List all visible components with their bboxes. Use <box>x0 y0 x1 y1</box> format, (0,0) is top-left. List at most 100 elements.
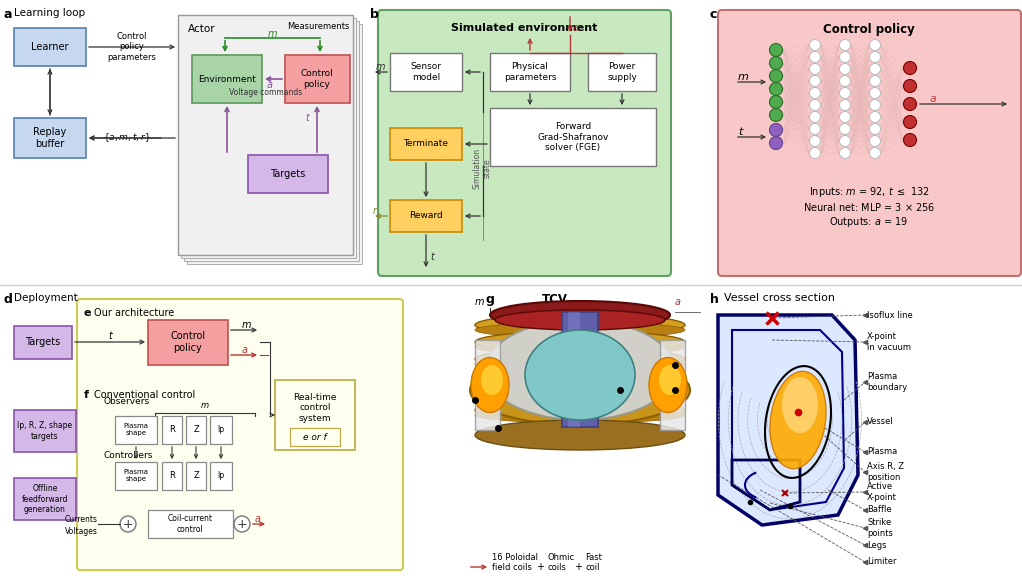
Bar <box>186 416 206 444</box>
Bar <box>115 462 157 490</box>
Ellipse shape <box>490 301 670 329</box>
Text: Active
X-point: Active X-point <box>867 482 897 502</box>
Polygon shape <box>770 372 826 469</box>
Ellipse shape <box>475 390 685 406</box>
Text: Plasma
boundary: Plasma boundary <box>867 372 908 392</box>
Text: e: e <box>84 308 92 318</box>
Circle shape <box>839 112 850 123</box>
Text: Z: Z <box>193 472 199 480</box>
Text: d: d <box>4 293 13 306</box>
Text: Plasma: Plasma <box>867 448 897 457</box>
Text: m: m <box>267 29 277 39</box>
Bar <box>285 55 350 103</box>
Text: +: + <box>536 562 544 572</box>
Polygon shape <box>732 330 844 510</box>
Text: Plasma
shape: Plasma shape <box>124 423 148 437</box>
Text: Limiter: Limiter <box>867 558 896 567</box>
Circle shape <box>770 70 783 82</box>
Ellipse shape <box>481 365 503 395</box>
Circle shape <box>870 123 881 135</box>
Text: Voltages: Voltages <box>65 526 98 536</box>
Ellipse shape <box>475 331 685 353</box>
Text: Control
policy: Control policy <box>300 69 333 89</box>
Polygon shape <box>660 340 685 430</box>
Text: Replay
buffer: Replay buffer <box>34 127 66 149</box>
Text: E: E <box>497 438 503 447</box>
Ellipse shape <box>475 420 685 450</box>
Text: R: R <box>169 472 175 480</box>
Bar <box>148 320 228 365</box>
Text: R: R <box>169 426 175 434</box>
Text: Learning loop: Learning loop <box>14 8 85 18</box>
Text: Offline
feedforward
generation: Offline feedforward generation <box>21 484 68 514</box>
Text: Control
policy: Control policy <box>171 331 205 353</box>
Text: Legs: Legs <box>867 540 886 550</box>
Bar <box>275 380 355 450</box>
Ellipse shape <box>495 310 665 330</box>
Bar <box>187 24 362 264</box>
Text: TCV: TCV <box>542 293 568 306</box>
Bar <box>181 18 356 258</box>
Bar <box>248 155 328 193</box>
Bar <box>14 28 86 66</box>
Text: Ip: Ip <box>218 426 225 434</box>
Text: Environment: Environment <box>198 74 256 84</box>
Text: Inputs: $m$ = 92, $t$ $\leq$ 132: Inputs: $m$ = 92, $t$ $\leq$ 132 <box>808 185 929 199</box>
Text: G: G <box>672 431 679 440</box>
Circle shape <box>870 63 881 74</box>
Bar <box>210 462 232 490</box>
Text: Controllers: Controllers <box>104 451 153 460</box>
Bar <box>390 128 462 160</box>
Ellipse shape <box>475 382 685 404</box>
Text: F: F <box>477 433 482 442</box>
Bar <box>162 416 182 444</box>
Text: Physical
parameters: Physical parameters <box>504 62 556 82</box>
Ellipse shape <box>475 339 685 355</box>
Ellipse shape <box>475 399 685 421</box>
Bar <box>14 326 72 359</box>
Text: Our architecture: Our architecture <box>94 308 174 318</box>
Ellipse shape <box>475 365 685 387</box>
Ellipse shape <box>525 330 635 420</box>
Text: X-point
in vacuum: X-point in vacuum <box>867 332 911 352</box>
Circle shape <box>903 97 917 111</box>
Bar <box>192 55 262 103</box>
Bar <box>562 312 598 427</box>
Ellipse shape <box>470 355 690 425</box>
Ellipse shape <box>659 365 681 395</box>
Bar <box>14 118 86 158</box>
Circle shape <box>839 75 850 86</box>
Text: Outputs: $a$ = 19: Outputs: $a$ = 19 <box>829 215 909 229</box>
Circle shape <box>770 137 783 150</box>
Circle shape <box>870 51 881 63</box>
Circle shape <box>809 40 821 51</box>
Polygon shape <box>782 377 818 433</box>
Ellipse shape <box>475 407 685 423</box>
Text: 16 Poloidal
field coils: 16 Poloidal field coils <box>492 552 538 572</box>
Bar <box>184 21 359 261</box>
Text: g: g <box>485 293 494 306</box>
Circle shape <box>870 135 881 146</box>
Text: h: h <box>710 293 718 306</box>
Text: Plasma
shape: Plasma shape <box>124 469 148 483</box>
Text: Vessel: Vessel <box>867 418 894 426</box>
Text: a: a <box>675 297 681 307</box>
Text: Terminate: Terminate <box>404 139 449 149</box>
Text: Forward
Grad-Shafranov
solver (FGE): Forward Grad-Shafranov solver (FGE) <box>538 122 609 152</box>
Text: a: a <box>4 8 12 21</box>
Circle shape <box>809 51 821 63</box>
Text: t: t <box>305 113 309 123</box>
Text: m: m <box>738 72 749 82</box>
Bar <box>115 416 157 444</box>
Circle shape <box>903 62 917 74</box>
Text: Axis R, Z
position: Axis R, Z position <box>867 463 904 482</box>
Text: Coil-current
control: Coil-current control <box>168 514 213 534</box>
Circle shape <box>120 516 136 532</box>
Text: +: + <box>237 517 247 530</box>
Text: a: a <box>256 514 261 524</box>
FancyBboxPatch shape <box>718 10 1021 276</box>
Text: Targets: Targets <box>26 337 60 347</box>
Bar <box>390 200 462 232</box>
Text: Baffle: Baffle <box>867 506 891 514</box>
Circle shape <box>770 108 783 122</box>
